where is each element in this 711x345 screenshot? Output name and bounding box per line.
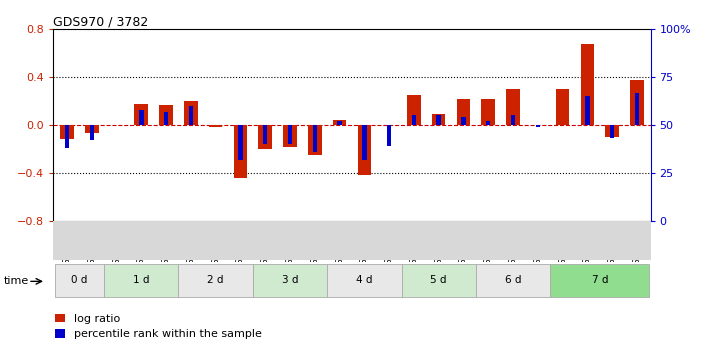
Bar bbox=[308, 125, 321, 155]
Bar bbox=[184, 101, 198, 125]
Text: 7 d: 7 d bbox=[592, 275, 608, 285]
Bar bbox=[178, 264, 253, 297]
Bar bbox=[65, 125, 69, 148]
Bar bbox=[263, 125, 267, 144]
Text: 0 d: 0 d bbox=[71, 275, 87, 285]
Bar bbox=[85, 125, 99, 134]
Bar bbox=[337, 121, 342, 125]
Bar bbox=[159, 105, 173, 125]
Text: 1 d: 1 d bbox=[133, 275, 149, 285]
Bar bbox=[407, 95, 421, 125]
Text: GDS970 / 3782: GDS970 / 3782 bbox=[53, 15, 149, 28]
Bar bbox=[556, 89, 570, 125]
Bar bbox=[635, 92, 639, 125]
Bar bbox=[510, 116, 515, 125]
Bar bbox=[164, 112, 169, 125]
Bar bbox=[288, 125, 292, 144]
Bar bbox=[412, 116, 416, 125]
Bar bbox=[104, 264, 178, 297]
Bar bbox=[535, 125, 540, 127]
Bar bbox=[456, 99, 470, 125]
Bar bbox=[605, 125, 619, 137]
Bar bbox=[188, 106, 193, 125]
Bar bbox=[481, 99, 495, 125]
Bar bbox=[387, 125, 391, 146]
Bar bbox=[134, 104, 148, 125]
Bar bbox=[253, 264, 327, 297]
Bar bbox=[610, 125, 614, 138]
Bar bbox=[60, 125, 74, 139]
Bar bbox=[402, 264, 476, 297]
Bar bbox=[90, 125, 94, 140]
Text: 5 d: 5 d bbox=[430, 275, 447, 285]
Bar bbox=[327, 264, 402, 297]
Text: 6 d: 6 d bbox=[505, 275, 521, 285]
Bar bbox=[432, 114, 446, 125]
Text: 2 d: 2 d bbox=[208, 275, 224, 285]
Bar bbox=[234, 125, 247, 178]
Bar bbox=[358, 125, 371, 175]
Bar bbox=[55, 264, 104, 297]
Text: 4 d: 4 d bbox=[356, 275, 373, 285]
Bar bbox=[283, 125, 296, 147]
Legend: log ratio, percentile rank within the sample: log ratio, percentile rank within the sa… bbox=[55, 314, 262, 339]
Bar bbox=[258, 125, 272, 149]
Bar bbox=[550, 264, 649, 297]
Text: time: time bbox=[4, 276, 29, 286]
Text: 3 d: 3 d bbox=[282, 275, 298, 285]
Bar bbox=[581, 44, 594, 125]
Bar bbox=[313, 125, 317, 152]
Bar bbox=[238, 125, 242, 159]
Bar bbox=[209, 125, 223, 127]
Bar bbox=[139, 110, 144, 125]
Bar bbox=[362, 125, 367, 159]
Bar bbox=[437, 116, 441, 125]
Bar bbox=[476, 264, 550, 297]
Bar bbox=[486, 121, 491, 125]
Bar bbox=[630, 80, 643, 125]
Bar bbox=[585, 96, 589, 125]
Bar bbox=[333, 120, 346, 125]
Bar bbox=[461, 117, 466, 125]
Bar bbox=[506, 89, 520, 125]
